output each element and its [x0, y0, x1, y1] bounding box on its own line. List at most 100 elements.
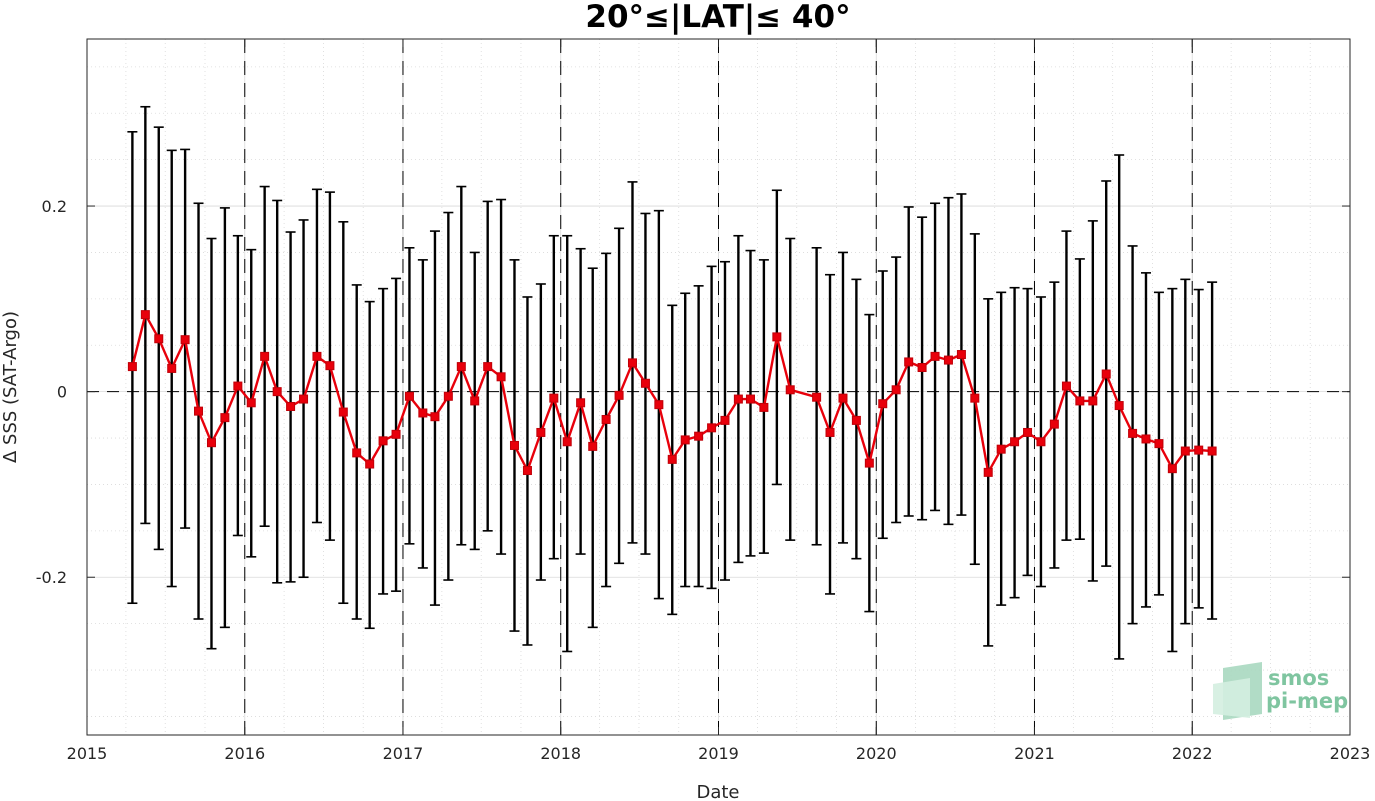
- data-point: [220, 413, 230, 423]
- data-point: [325, 361, 335, 371]
- data-point: [154, 334, 164, 344]
- series-line: [131, 313, 1213, 474]
- data-point: [614, 390, 624, 400]
- data-point: [470, 396, 480, 406]
- data-point: [943, 355, 953, 365]
- x-tick-label: 2017: [383, 744, 424, 763]
- data-point: [1010, 437, 1020, 447]
- x-tick-label: 2018: [540, 744, 581, 763]
- x-tick-label: 2020: [856, 744, 897, 763]
- y-tick-label: -0.2: [36, 568, 67, 587]
- data-point: [825, 427, 835, 437]
- x-tick-label: 2021: [1014, 744, 1055, 763]
- data-point: [1141, 434, 1151, 444]
- data-point: [180, 335, 190, 345]
- data-point: [1114, 401, 1124, 411]
- data-point: [562, 437, 572, 447]
- data-point: [404, 391, 414, 401]
- data-point: [536, 427, 546, 437]
- data-point: [733, 394, 743, 404]
- data-point: [443, 391, 453, 401]
- data-point: [996, 444, 1006, 454]
- data-point: [956, 350, 966, 360]
- y-axis-label: Δ SSS (SAT-Argo): [0, 311, 21, 463]
- data-point: [352, 448, 362, 458]
- data-point: [456, 362, 466, 372]
- data-point: [140, 310, 150, 320]
- data-point: [1061, 381, 1071, 391]
- data-point: [576, 398, 586, 408]
- x-axis-ticks: 2015 2016 2017 2018 2019 2020 2021 2022 2023: [67, 39, 1371, 763]
- data-point: [365, 459, 375, 469]
- data-point: [1154, 439, 1164, 449]
- data-point: [970, 393, 980, 403]
- data-point: [1088, 396, 1098, 406]
- data-point: [549, 393, 559, 403]
- data-point: [338, 407, 348, 417]
- data-point: [891, 385, 901, 395]
- data-point: [1101, 369, 1111, 379]
- data-point: [1023, 427, 1033, 437]
- x-tick-label: 2015: [67, 744, 108, 763]
- data-point: [286, 401, 296, 411]
- x-tick-label: 2022: [1172, 744, 1213, 763]
- data-point: [1036, 437, 1046, 447]
- data-point: [601, 414, 611, 424]
- data-point: [588, 441, 598, 451]
- x-axis-label: Date: [696, 782, 739, 801]
- data-point: [1128, 428, 1138, 438]
- data-point: [246, 398, 256, 408]
- data-point: [194, 406, 204, 416]
- logo-text-smos: smos: [1268, 666, 1329, 690]
- data-point: [627, 358, 637, 368]
- data-point: [878, 399, 888, 409]
- data-point: [496, 372, 506, 382]
- data-point: [707, 423, 717, 433]
- reference-lines: [87, 39, 1350, 735]
- data-point: [312, 351, 322, 361]
- x-tick-label: 2023: [1330, 744, 1371, 763]
- data-point: [930, 351, 940, 361]
- data-point: [812, 392, 822, 402]
- data-point: [233, 381, 243, 391]
- grid: [86, 39, 1351, 735]
- y-tick-label: 0: [57, 383, 67, 402]
- data-point: [127, 362, 137, 372]
- data-point: [430, 412, 440, 422]
- data-point: [694, 431, 704, 441]
- logo-text-pimep: pi-mep: [1266, 689, 1348, 713]
- smos-pimep-logo: smos pi-mep: [1213, 662, 1348, 720]
- chart-title: 20°≤|LAT|≤ 40°: [585, 0, 850, 35]
- data-point: [720, 415, 730, 425]
- x-tick-label: 2016: [224, 744, 265, 763]
- data-point: [418, 408, 428, 418]
- data-point: [299, 394, 309, 404]
- series-polyline: [131, 313, 1213, 474]
- data-point: [509, 440, 519, 450]
- data-point: [378, 436, 388, 446]
- data-point: [772, 332, 782, 342]
- data-point: [838, 393, 848, 403]
- data-point: [680, 435, 690, 445]
- data-point: [272, 387, 282, 397]
- data-point: [785, 385, 795, 395]
- data-point: [640, 378, 650, 388]
- data-point: [917, 363, 927, 373]
- data-point: [904, 357, 914, 367]
- data-point: [522, 466, 532, 476]
- data-point: [667, 454, 677, 464]
- data-point: [745, 394, 755, 404]
- series-markers: [127, 310, 1217, 477]
- data-point: [1167, 464, 1177, 474]
- data-point: [864, 458, 874, 468]
- data-point: [1075, 396, 1085, 406]
- data-point: [851, 415, 861, 425]
- data-point: [983, 467, 993, 477]
- data-point: [759, 402, 769, 412]
- data-point: [1180, 446, 1190, 456]
- x-tick-label: 2019: [698, 744, 739, 763]
- data-point: [167, 363, 177, 373]
- data-point: [483, 362, 493, 372]
- data-point: [1207, 446, 1217, 456]
